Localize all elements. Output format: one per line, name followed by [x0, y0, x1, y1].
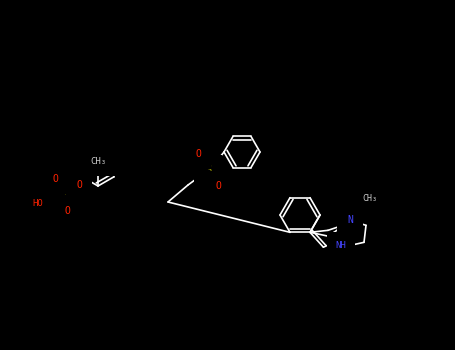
Text: NH: NH — [336, 240, 346, 250]
Text: S: S — [62, 190, 68, 200]
Text: O: O — [195, 149, 201, 159]
Text: S: S — [205, 165, 211, 175]
Text: CH₃: CH₃ — [362, 194, 377, 203]
Text: O: O — [76, 180, 82, 190]
Text: N: N — [347, 215, 353, 225]
Text: O: O — [215, 181, 221, 191]
Text: O: O — [64, 206, 70, 216]
Text: CH₃: CH₃ — [90, 158, 106, 167]
Text: O: O — [52, 174, 58, 184]
Text: HO: HO — [32, 198, 43, 208]
